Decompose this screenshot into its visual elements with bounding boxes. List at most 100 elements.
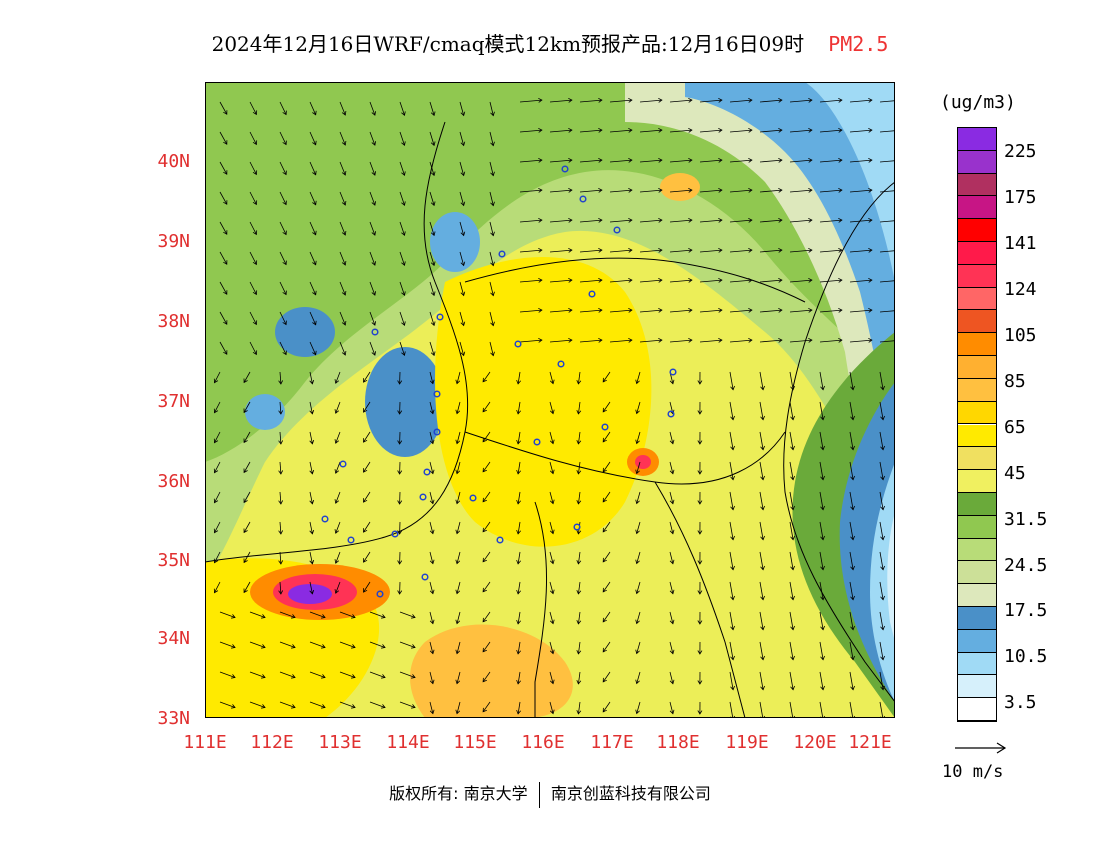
wind-vector: [369, 311, 376, 326]
wind-vector-head: [602, 647, 607, 653]
wind-vector-head: [868, 187, 873, 193]
wind-vector-head: [669, 499, 675, 505]
wind-vector-head: [261, 704, 266, 709]
wind-vector-head: [760, 385, 765, 391]
wind-vector-head: [309, 379, 315, 385]
wind-vector: [879, 611, 884, 630]
wind-vector: [879, 130, 895, 133]
wind-vector-head: [718, 157, 723, 163]
wind-vector-head: [371, 261, 376, 266]
wind-vector-head: [309, 559, 315, 565]
wind-vector: [819, 129, 842, 133]
legend-swatch: [958, 401, 996, 425]
wind-vector-head: [334, 409, 340, 414]
wind-vector-head: [820, 475, 825, 481]
wind-vector-head: [730, 535, 735, 541]
wind-vector: [519, 159, 542, 163]
wind-vector-head: [868, 217, 873, 223]
wind-vector: [879, 250, 895, 253]
wind-vector-head: [808, 157, 813, 163]
wind-vector-head: [455, 619, 461, 625]
wind-vector: [636, 461, 641, 474]
wind-vector: [249, 221, 257, 235]
legend-label-3-5: 3.5: [1004, 692, 1037, 713]
wind-vector-head: [602, 407, 607, 413]
wind-vector: [729, 189, 752, 193]
wind-vector: [578, 581, 581, 594]
lat-label-37n: 37N: [157, 391, 190, 412]
legend-swatch: [958, 219, 996, 243]
wind-vector-head: [430, 261, 436, 267]
wind-vector-head: [397, 500, 403, 505]
wind-vector: [517, 401, 521, 414]
wind-reference-arrow: [955, 742, 1007, 754]
wind-vector-head: [455, 709, 461, 715]
wind-vector: [549, 671, 554, 684]
lat-label-33n: 33N: [157, 708, 190, 729]
wind-vector: [759, 611, 764, 630]
wind-vector-head: [697, 500, 703, 505]
pm-band-northeast-blue: [685, 82, 895, 462]
wind-vector: [429, 221, 435, 236]
wind-vector: [729, 279, 752, 283]
wind-vector: [849, 671, 854, 690]
wind-vector: [482, 431, 491, 443]
wind-vector-head: [688, 277, 693, 283]
wind-vector: [879, 431, 884, 450]
wind-vector: [459, 251, 465, 266]
wind-vector: [249, 701, 266, 708]
footer-separator: [538, 781, 540, 808]
wind-vector-head: [278, 530, 284, 535]
lon-label-116e: 116E: [521, 732, 565, 753]
wind-vector: [279, 551, 282, 565]
legend-swatch: [958, 561, 996, 585]
wind-vector: [219, 161, 228, 175]
wind-vector-head: [576, 530, 582, 535]
wind-vector-head: [429, 409, 435, 415]
wind-vector: [639, 309, 662, 313]
wind-vector-head: [460, 201, 466, 207]
wind-vector-head: [669, 619, 675, 625]
wind-vector-head: [868, 307, 873, 313]
wind-vector: [789, 671, 794, 690]
wind-vector: [819, 581, 824, 600]
wind-vector-head: [697, 650, 703, 655]
wind-vector: [549, 551, 554, 564]
city-marker: [436, 313, 444, 321]
wind-vector: [335, 371, 341, 384]
wind-vector-head: [291, 704, 296, 709]
wind-vector-head: [568, 307, 573, 313]
wind-vector-head: [628, 217, 633, 223]
wind-vector: [517, 671, 521, 684]
wind-vector-head: [278, 440, 284, 445]
wind-vector: [602, 491, 611, 503]
wind-vector-head: [598, 187, 603, 193]
wind-vector-head: [460, 261, 466, 267]
wind-vector: [636, 611, 641, 624]
wind-vector: [363, 521, 371, 533]
wind-vector: [729, 671, 734, 690]
wind-vector-head: [490, 351, 495, 357]
wind-vector-head: [213, 528, 219, 534]
wind-vector-head: [868, 277, 873, 283]
wind-vector: [849, 339, 872, 343]
wind-vector-head: [482, 677, 487, 683]
wind-vector-head: [231, 614, 236, 619]
wind-vector: [369, 641, 386, 648]
wind-vector: [579, 339, 602, 343]
wind-vector: [789, 581, 794, 600]
wind-vector: [609, 99, 632, 103]
wind-vector-head: [880, 655, 885, 661]
footer: 版权所有: 南京大学 南京创蓝科技有限公司: [0, 780, 1100, 808]
wind-vector: [639, 159, 662, 163]
wind-vector-head: [576, 620, 582, 625]
wind-vector: [789, 219, 812, 223]
city-marker: [423, 468, 431, 476]
wind-vector: [759, 461, 764, 480]
wind-vector-head: [760, 415, 765, 421]
wind-vector: [279, 131, 287, 145]
wind-vector-head: [576, 710, 582, 715]
wind-vector: [819, 611, 824, 630]
wind-vector-head: [460, 141, 466, 147]
wind-vector-head: [429, 439, 435, 445]
